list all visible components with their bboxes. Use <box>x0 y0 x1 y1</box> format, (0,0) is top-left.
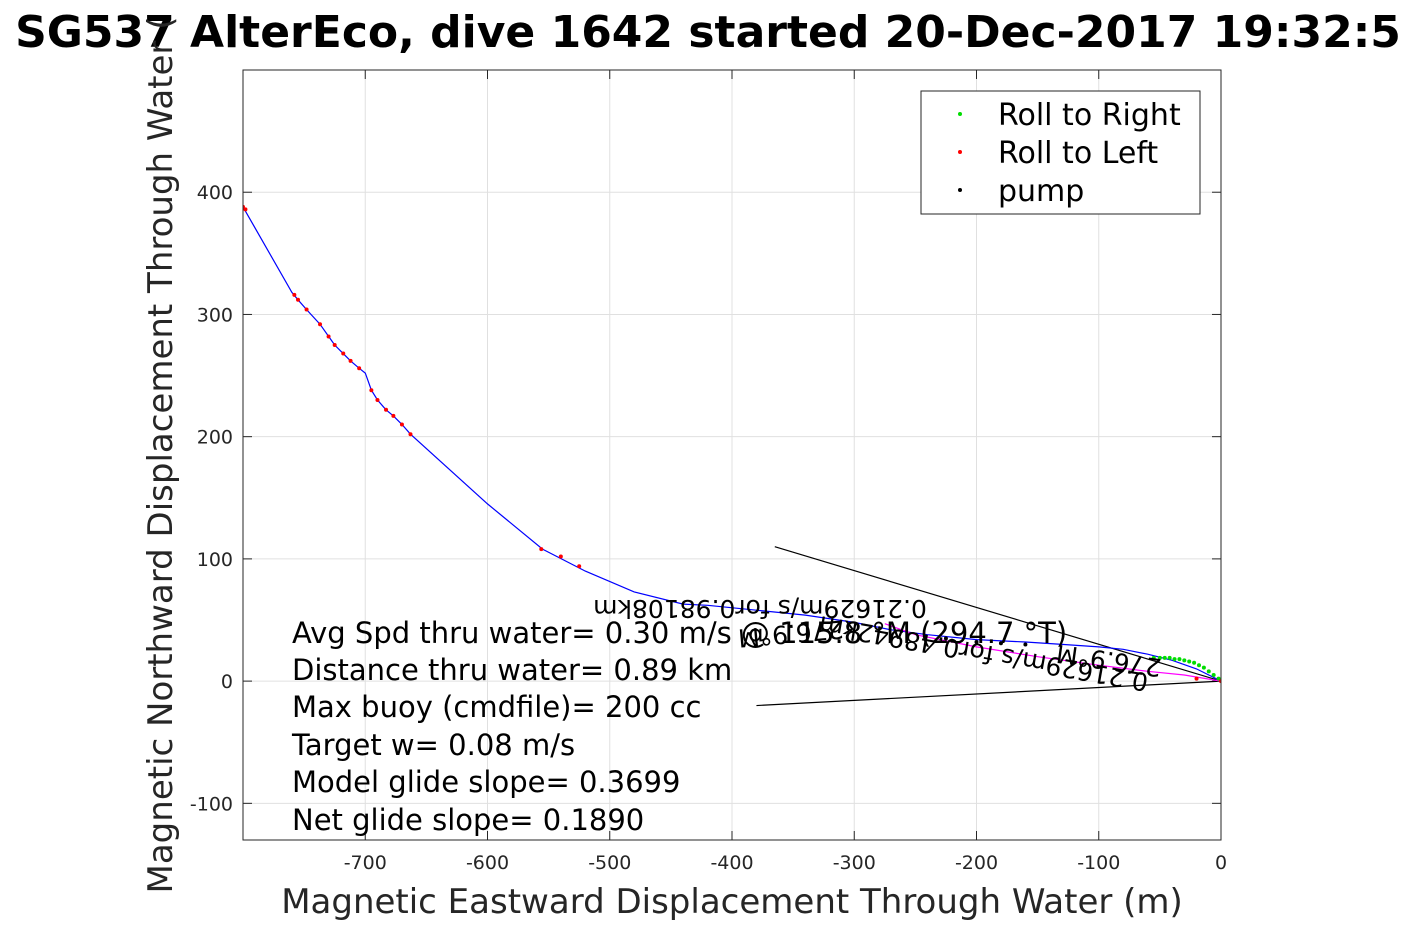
roll-right-point <box>1172 657 1177 662</box>
roll-right-point <box>1187 659 1192 664</box>
roll-right-point <box>1182 658 1187 663</box>
roll-right-point <box>1162 655 1167 660</box>
series-layer <box>243 204 1221 707</box>
roll-right-point <box>1201 665 1206 670</box>
legend-marker-roll-right <box>958 112 962 116</box>
annotation-model-glide-slope: Model glide slope= 0.3699 <box>292 765 680 799</box>
roll-right-point <box>1157 655 1162 660</box>
x-axis-label: Magnetic Eastward Displacement Through W… <box>281 882 1183 922</box>
roll-left-point <box>539 547 544 552</box>
y-tick-label: 200 <box>197 427 233 449</box>
y-tick-label: 100 <box>197 549 233 571</box>
roll-left-point <box>391 413 396 418</box>
roll-left-point <box>399 422 404 427</box>
legend-marker-roll-left <box>958 150 962 154</box>
roll-left-point <box>357 366 362 371</box>
roll-left-point <box>369 388 374 393</box>
chart-title: SG537 AlterEco, dive 1642 started 20-Dec… <box>15 7 1401 58</box>
x-tick-label: -200 <box>955 852 998 874</box>
pump-point <box>943 636 948 641</box>
roll-left-point <box>326 334 331 339</box>
roll-right-point <box>1151 655 1156 660</box>
legend-box <box>920 90 1201 215</box>
x-tick-label: -600 <box>466 852 509 874</box>
x-axis-ticks: -700 -600 -500 -400 -300 -200 -100 0 <box>344 70 1227 874</box>
roll-right-point <box>1192 660 1197 665</box>
legend-label-roll-left: Roll to Left <box>998 136 1158 171</box>
roll-left-point <box>292 292 297 297</box>
roll-left-point <box>1194 676 1199 681</box>
roll-left-point <box>558 554 563 559</box>
y-axis-ticks: -100 0 100 200 300 400 <box>190 182 1221 815</box>
pump-point <box>974 640 979 644</box>
roll-left-point <box>296 297 301 302</box>
roll-right-point <box>1167 655 1172 660</box>
y-tick-label: -100 <box>190 793 233 815</box>
x-tick-label: -500 <box>588 852 631 874</box>
x-tick-label: -300 <box>833 852 876 874</box>
current-vector-line <box>756 680 1221 707</box>
roll-left-point <box>408 432 413 437</box>
x-tick-label: -400 <box>710 852 753 874</box>
y-tick-label: 300 <box>197 304 233 326</box>
y-tick-label: 0 <box>221 671 233 693</box>
roll-left-point <box>577 564 582 569</box>
annotation-net-glide-slope: Net glide slope= 0.1890 <box>292 803 644 837</box>
x-tick-label: 0 <box>1215 852 1227 874</box>
annotation-avg-speed: Avg Spd thru water= 0.30 m/s @ 115.8 °M … <box>292 616 1067 650</box>
annotation-max-buoy: Max buoy (cmdfile)= 200 cc <box>292 690 701 724</box>
roll-left-point <box>318 322 323 327</box>
annotation-distance: Distance thru water= 0.89 km <box>292 653 732 687</box>
x-tick-label: -100 <box>1077 852 1120 874</box>
x-tick-label: -700 <box>344 852 387 874</box>
legend-label-roll-right: Roll to Right <box>998 98 1181 133</box>
y-tick-label: 400 <box>197 182 233 204</box>
roll-left-point <box>341 351 346 356</box>
roll-right-point <box>1206 669 1211 674</box>
roll-right-point <box>1211 673 1216 677</box>
annotation-target-w: Target w= 0.08 m/s <box>291 728 575 762</box>
legend-label-pump: pump <box>998 174 1084 209</box>
roll-left-point <box>375 398 380 402</box>
roll-right-point <box>1196 663 1201 668</box>
roll-right-point <box>1177 657 1182 662</box>
y-axis-label: Magnetic Northward Displacement Through … <box>141 17 181 894</box>
roll-left-point <box>384 407 389 412</box>
track-line <box>884 623 1221 682</box>
roll-left-point <box>243 207 248 212</box>
pump-point <box>950 638 955 643</box>
mirrored-label-speed-1: 0.21629m/s for0.98108km <box>593 594 927 623</box>
roll-left-point <box>348 358 353 363</box>
pump-point <box>998 641 1003 646</box>
current-vector-line <box>774 546 1221 682</box>
legend-marker-pump <box>958 188 962 192</box>
roll-left-point <box>304 307 309 312</box>
roll-right-point <box>1216 676 1221 681</box>
roll-left-point <box>332 343 337 347</box>
legend: Roll to Right Roll to Left pump <box>920 90 1201 215</box>
dive-stats-annotation: Avg Spd thru water= 0.30 m/s @ 115.8 °M … <box>291 616 1067 837</box>
pump-point <box>1023 642 1028 647</box>
plot-frame <box>242 69 1222 841</box>
